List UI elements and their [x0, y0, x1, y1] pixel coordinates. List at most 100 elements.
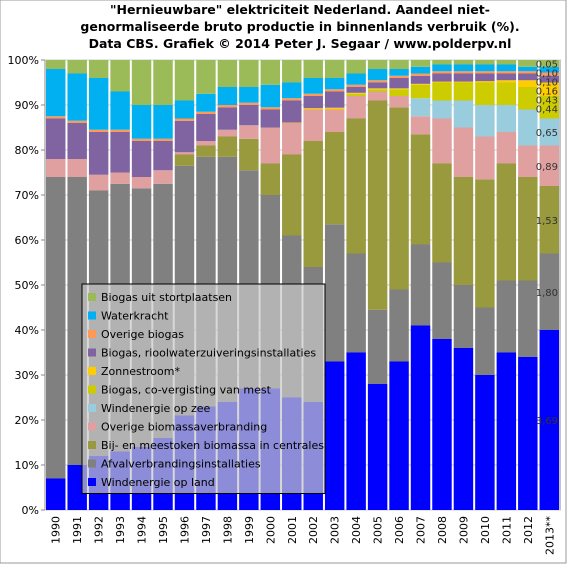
bar-segment [454, 177, 473, 285]
y-tick-label: 30% [15, 369, 39, 382]
bar-segment [475, 137, 494, 180]
bar-segment [368, 80, 387, 82]
bar-segment [518, 146, 537, 178]
bar-segment [475, 81, 494, 82]
bar-segment [454, 83, 473, 101]
x-tick-label: 2009 [457, 516, 470, 544]
bar-segment [153, 105, 172, 139]
legend-swatch [88, 478, 96, 486]
bar-segment [368, 384, 387, 510]
legend-label: Overige biogas [101, 328, 184, 341]
bar-segment [132, 139, 151, 141]
bar-segment [389, 290, 408, 362]
bar-segment [110, 130, 129, 132]
bar-segment [325, 224, 344, 361]
bar-segment [432, 83, 451, 101]
bar-segment [432, 339, 451, 510]
bar-segment [454, 101, 473, 128]
bar-segment [454, 285, 473, 348]
bar-segment [196, 112, 215, 114]
bar-segment [89, 175, 108, 191]
bar-segment [89, 60, 108, 78]
bar-segment [67, 121, 86, 123]
bar-segment [389, 96, 408, 107]
y-tick-label: 0% [22, 504, 39, 517]
bar-segment [132, 60, 151, 105]
bar-segment [325, 60, 344, 78]
bar-segment [389, 78, 408, 88]
legend-label: Zonnestroom* [101, 365, 180, 378]
x-tick-label: 2012 [522, 516, 535, 544]
bar-segment [239, 105, 258, 125]
bar-segment [368, 83, 387, 89]
bar-segment [518, 60, 537, 67]
x-tick-label: 2011 [500, 516, 513, 544]
end-label: 0,65 [536, 128, 558, 139]
bar-segment [239, 103, 258, 105]
bar-segment [282, 101, 301, 123]
bar-segment [432, 71, 451, 73]
bar-segment [454, 71, 473, 73]
y-tick-label: 40% [15, 324, 39, 337]
bar-segment [304, 141, 323, 267]
bar-segment [432, 164, 451, 263]
bar-segment [411, 60, 430, 67]
x-tick-label: 2010 [479, 516, 492, 544]
y-tick-label: 50% [15, 279, 39, 292]
bar-segment [432, 82, 451, 83]
bar-segment [346, 353, 365, 511]
bar-segment [325, 132, 344, 224]
x-tick-label: 1998 [221, 516, 234, 544]
bar-segment [239, 87, 258, 103]
bar-segment [282, 83, 301, 99]
bar-segment [368, 310, 387, 384]
legend-label: Windenergie op land [101, 476, 215, 489]
bar-segment [282, 60, 301, 83]
bar-segment [196, 146, 215, 157]
bar-segment [175, 121, 194, 153]
bar-segment [218, 60, 237, 87]
bar-segment [304, 78, 323, 94]
legend-swatch [88, 404, 96, 412]
bar-segment [346, 87, 365, 93]
legend-swatch [88, 349, 96, 357]
bar-segment [239, 139, 258, 171]
x-tick-label: 1992 [93, 516, 106, 544]
end-label: 1,80 [536, 288, 558, 299]
bar-segment [454, 74, 473, 82]
bar-segment [325, 110, 344, 133]
bar-segment [475, 74, 494, 82]
x-tick-label: 1999 [243, 516, 256, 544]
bar-segment [89, 132, 108, 175]
y-tick-label: 60% [15, 234, 39, 247]
x-tick-label: 2008 [436, 516, 449, 544]
x-tick-label: 2002 [307, 516, 320, 544]
legend-label: Afvalverbrandingsinstallaties [101, 458, 261, 471]
bar-segment [218, 105, 237, 107]
bar-segment [325, 89, 344, 91]
bar-segment [518, 71, 537, 73]
chart-title: Data CBS. Grafiek © 2014 Peter J. Segaar… [89, 36, 512, 51]
y-tick-label: 90% [15, 99, 39, 112]
bar-segment [411, 84, 430, 85]
x-tick-label: 2003 [329, 516, 342, 544]
bar-segment [497, 132, 516, 164]
x-tick-label: 1995 [157, 516, 170, 544]
bar-segment [46, 60, 65, 69]
bar-segment [497, 83, 516, 106]
bar-segment [304, 110, 323, 142]
bar-segment [454, 82, 473, 83]
bar-segment [325, 92, 344, 108]
bar-segment [153, 141, 172, 170]
end-label: 3,69 [536, 416, 558, 427]
bar-segment [46, 479, 65, 511]
bar-segment [389, 69, 408, 76]
bar-segment [475, 83, 494, 106]
bar-segment [368, 101, 387, 310]
bar-segment [46, 116, 65, 118]
end-label: 1,53 [536, 216, 558, 227]
bar-segment [261, 60, 280, 85]
bar-segment [475, 65, 494, 72]
bar-segment [175, 101, 194, 119]
